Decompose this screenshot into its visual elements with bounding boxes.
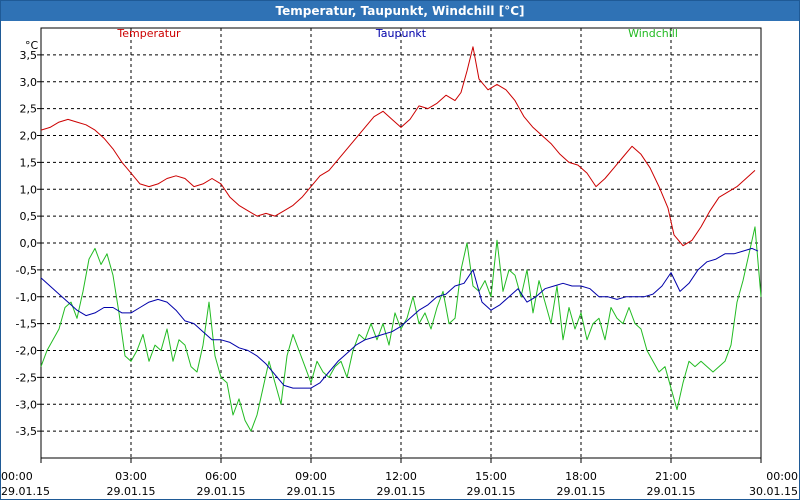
y-tick-label: 0,0 <box>20 237 38 250</box>
y-tick-label: -1,0 <box>16 291 37 304</box>
y-tick-label: -2,0 <box>16 345 37 358</box>
legend-temperatur: Temperatur <box>116 27 181 40</box>
windchill-line <box>40 226 762 432</box>
x-tick-date: 29.01.15 <box>107 485 156 498</box>
series-layer <box>40 46 762 432</box>
x-tick-date: 29.01.15 <box>557 485 606 498</box>
y-tick-label: 1,0 <box>20 183 38 196</box>
window-title: Temperatur, Taupunkt, Windchill [°C] <box>1 1 799 21</box>
y-tick-label: -3,5 <box>16 425 37 438</box>
y-tick-label: -0,5 <box>16 264 37 277</box>
x-tick-date: 29.01.15 <box>647 485 696 498</box>
x-tick-date: 29.01.15 <box>467 485 516 498</box>
y-tick-label: 3,5 <box>20 49 38 62</box>
legend-taupunkt: Taupunkt <box>375 27 427 40</box>
y-tick-label: 2,5 <box>20 103 38 116</box>
x-tick-time: 12:00 <box>385 470 417 483</box>
y-tick-label: 1,5 <box>20 156 38 169</box>
x-tick-date: 29.01.15 <box>197 485 246 498</box>
x-tick-date: 30.01.15 <box>749 485 798 498</box>
x-tick-time: 00:00 <box>766 470 798 483</box>
x-tick-time: 15:00 <box>475 470 507 483</box>
taupunkt-line <box>40 247 759 389</box>
x-tick-time: 21:00 <box>655 470 687 483</box>
y-tick-label: -2,5 <box>16 371 37 384</box>
y-tick-label: 0,5 <box>20 210 38 223</box>
x-axis: 00:00 29.01.15 03:00 29.01.15 06:00 29.01.15 0… <box>1 458 798 498</box>
y-axis: 3,5 3,0 2,5 2,0 1,5 1,0 0,5 0,0 -0,5 -1,0 -1,5 -2,0… <box>16 49 41 438</box>
x-tick-date: 29.01.15 <box>1 485 50 498</box>
x-tick-time: 18:00 <box>565 470 597 483</box>
y-tick-label: -1,5 <box>16 318 37 331</box>
y-tick-label: 3,0 <box>20 76 38 89</box>
x-tick-time: 06:00 <box>205 470 237 483</box>
legend: Temperatur Taupunkt Windchill <box>116 27 678 40</box>
y-tick-label: -3,0 <box>16 398 37 411</box>
x-tick-date: 29.01.15 <box>377 485 426 498</box>
x-tick-time: 00:00 <box>1 470 33 483</box>
temperatur-line <box>40 46 756 247</box>
y-tick-label: 2,0 <box>20 130 38 143</box>
grid-layer <box>41 28 761 458</box>
legend-windchill: Windchill <box>628 27 678 40</box>
x-tick-date: 29.01.15 <box>287 485 336 498</box>
y-axis-unit: °C <box>25 39 39 52</box>
x-tick-time: 09:00 <box>295 470 327 483</box>
x-tick-time: 03:00 <box>115 470 147 483</box>
